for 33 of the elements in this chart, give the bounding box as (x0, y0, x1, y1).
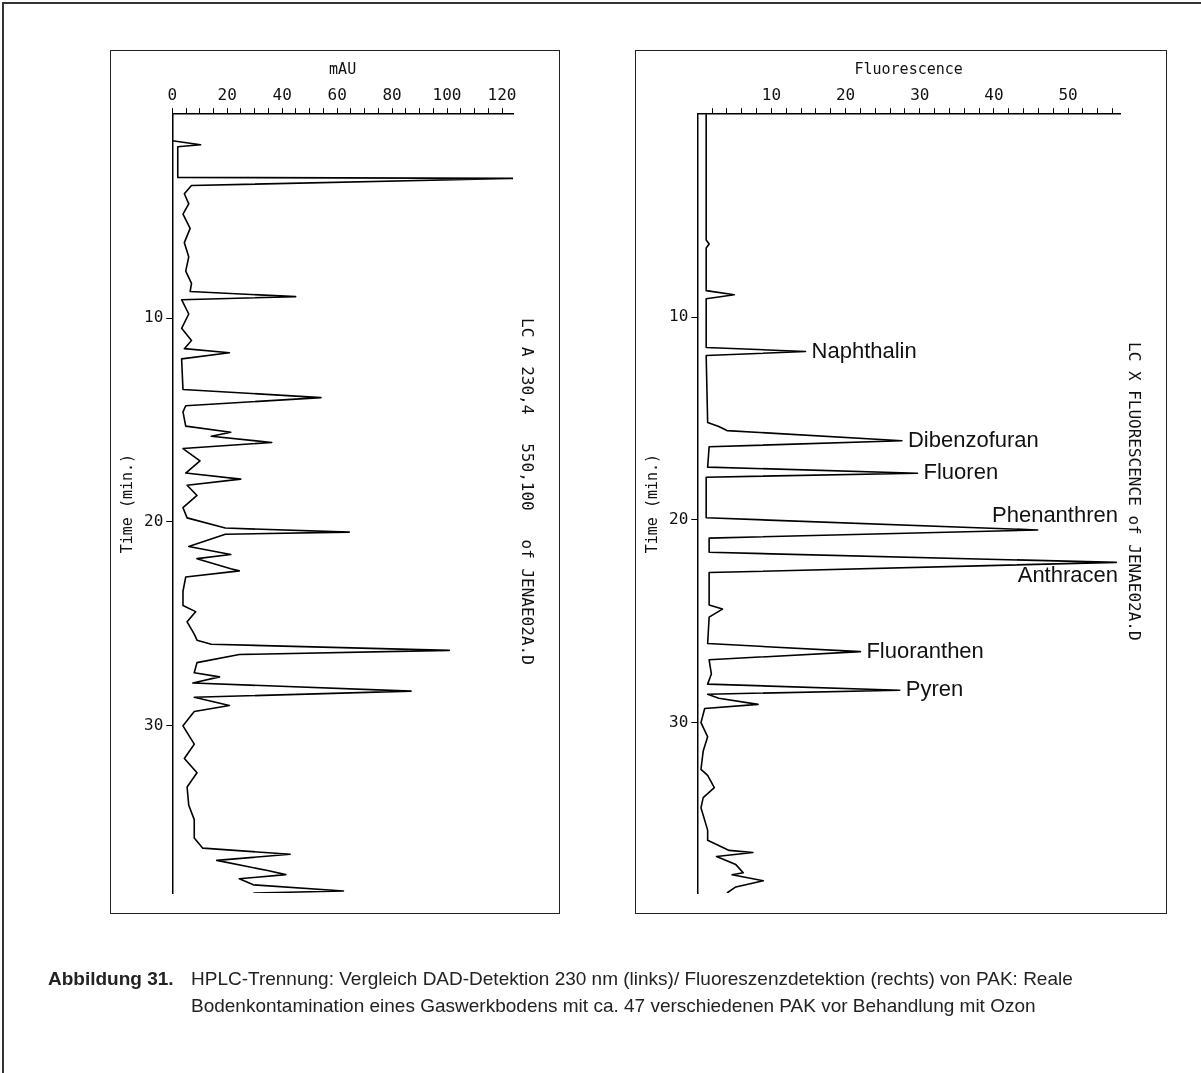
text: LC X FLUORESCENCE of JENAE02A.D (1125, 340, 1144, 643)
annotation: Phenanthren (992, 502, 1118, 528)
annotation: Anthracen (1017, 562, 1119, 588)
text: Abbildung 31. (48, 967, 175, 991)
annotation: Dibenzofuran (907, 426, 1039, 452)
y-tick-label: 10 (669, 306, 689, 326)
y-tick-label: 30 (669, 711, 689, 731)
x-tick-label: 60 (327, 84, 347, 104)
x-tick-label: 30 (910, 84, 930, 104)
y-axis-title: Time (min.) (642, 453, 661, 554)
y-tick-label: 20 (669, 508, 689, 528)
y-tick-label: 10 (144, 307, 164, 327)
x-axis-title: Fluorescence (854, 59, 963, 78)
x-tick-label: 20 (835, 84, 856, 104)
annotation: Naphthalin (811, 337, 917, 363)
y-tick-label: 30 (144, 714, 164, 734)
y-tick-label: 20 (144, 511, 164, 531)
x-tick-label: 20 (217, 84, 237, 104)
text: LC A 230,4 550,100 of JENAE02A.D (518, 316, 537, 667)
x-tick-label: 0 (167, 84, 178, 104)
annotation: Fluoren (923, 459, 999, 485)
x-axis-title: mAU (329, 59, 357, 78)
annotation: Pyren (905, 676, 964, 702)
y-axis-title: Time (min.) (117, 453, 136, 554)
x-tick-label: 40 (272, 84, 292, 104)
x-tick-label: 40 (984, 84, 1004, 104)
x-tick-label: 100 (432, 84, 462, 104)
x-tick-label: 80 (382, 84, 402, 104)
text: HPLC-Trennung: Vergleich DAD-Detektion 230 nm (links)/ Fluoreszenzdetektion (rechts) von PAK: Reale Bodenkontamination eines Gaswerkbodens mit ca. 47 verschiedenen PAK vor Behandlung mit Ozon (191, 967, 1074, 1018)
annotation: Fluoranthen (866, 637, 984, 663)
x-tick-label: 10 (761, 84, 782, 104)
x-tick-label: 120 (487, 84, 517, 104)
x-tick-label: 50 (1058, 84, 1078, 104)
